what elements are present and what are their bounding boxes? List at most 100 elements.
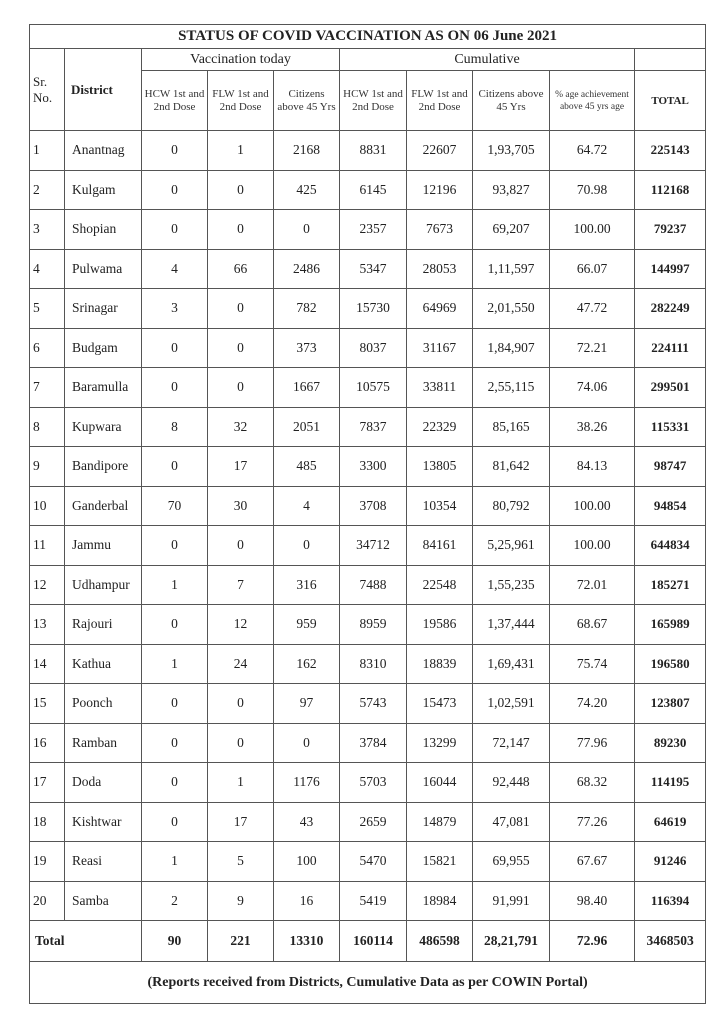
header-blank xyxy=(633,48,707,71)
cell-today-flw: 30 xyxy=(207,485,274,526)
table-title: STATUS OF COVID VACCINATION AS ON 06 Jun… xyxy=(28,24,707,49)
cell-today-hcw: 1 xyxy=(141,841,208,882)
cell-district: Poonch xyxy=(64,683,142,724)
cell-cum-flw: 12196 xyxy=(406,169,473,210)
cell-pct: 100.00 xyxy=(549,525,635,566)
cell-cum-citizens: 2,55,115 xyxy=(472,367,550,408)
cell-cum-citizens: 2,01,550 xyxy=(472,288,550,329)
cell-cum-hcw: 3784 xyxy=(339,722,407,763)
table-row: 3 Shopian 0 0 0 2357 7673 69,207 100.00 79237 xyxy=(29,209,707,250)
header-cumulative: Cumulative xyxy=(339,48,635,71)
cell-cum-citizens: 1,55,235 xyxy=(472,564,550,605)
cell-sr-no: 19 xyxy=(29,841,65,882)
cell-total: 196580 xyxy=(633,643,707,684)
cell-district: Udhampur xyxy=(64,564,142,605)
cell-sr-no: 14 xyxy=(29,643,65,684)
cell-cum-citizens: 69,207 xyxy=(472,209,550,250)
cell-sr-no: 20 xyxy=(29,880,65,921)
cell-sr-no: 11 xyxy=(29,525,65,566)
cell-cum-flw: 31167 xyxy=(406,327,473,368)
cell-today-citizens: 0 xyxy=(273,525,340,566)
cell-today-citizens: 2486 xyxy=(273,248,340,289)
cell-today-hcw: 3 xyxy=(141,288,208,329)
cell-cum-hcw: 5470 xyxy=(339,841,407,882)
header-today-hcw: HCW 1st and 2nd Dose xyxy=(141,70,208,131)
cell-today-hcw: 0 xyxy=(141,446,208,487)
cell-today-citizens: 1667 xyxy=(273,367,340,408)
cell-sr-no: 13 xyxy=(29,604,65,645)
cell-district: Ramban xyxy=(64,722,142,763)
cell-district: Jammu xyxy=(64,525,142,566)
cell-cum-flw: 13299 xyxy=(406,722,473,763)
cell-pct: 98.40 xyxy=(549,880,635,921)
cell-cum-citizens: 85,165 xyxy=(472,406,550,447)
total-cum-hcw: 160114 xyxy=(339,920,407,962)
cell-cum-hcw: 7837 xyxy=(339,406,407,447)
cell-district: Kupwara xyxy=(64,406,142,447)
cell-pct: 66.07 xyxy=(549,248,635,289)
cell-cum-hcw: 5743 xyxy=(339,683,407,724)
cell-total: 299501 xyxy=(633,367,707,408)
cell-sr-no: 17 xyxy=(29,762,65,803)
header-total: TOTAL xyxy=(633,70,707,131)
table-row: 15 Poonch 0 0 97 5743 15473 1,02,591 74.20 123807 xyxy=(29,683,707,724)
cell-pct: 70.98 xyxy=(549,169,635,210)
cell-today-flw: 5 xyxy=(207,841,274,882)
total-row: Total 90 221 13310 160114 486598 28,21,7… xyxy=(29,920,707,962)
cell-district: Rajouri xyxy=(64,604,142,645)
cell-today-flw: 0 xyxy=(207,525,274,566)
cell-today-citizens: 97 xyxy=(273,683,340,724)
header-district: District xyxy=(64,48,142,131)
cell-today-hcw: 0 xyxy=(141,683,208,724)
cell-today-hcw: 0 xyxy=(141,722,208,763)
cell-pct: 38.26 xyxy=(549,406,635,447)
cell-today-flw: 0 xyxy=(207,169,274,210)
cell-pct: 84.13 xyxy=(549,446,635,487)
cell-cum-flw: 16044 xyxy=(406,762,473,803)
cell-district: Doda xyxy=(64,762,142,803)
cell-pct: 77.26 xyxy=(549,801,635,842)
cell-cum-citizens: 72,147 xyxy=(472,722,550,763)
table-row: 5 Srinagar 3 0 782 15730 64969 2,01,550 47.72 282… xyxy=(29,288,707,329)
table-row: 14 Kathua 1 24 162 8310 18839 1,69,431 75.74 1965… xyxy=(29,643,707,684)
cell-cum-hcw: 3300 xyxy=(339,446,407,487)
cell-district: Kathua xyxy=(64,643,142,684)
cell-today-flw: 9 xyxy=(207,880,274,921)
cell-today-citizens: 485 xyxy=(273,446,340,487)
table-row: 19 Reasi 1 5 100 5470 15821 69,955 67.67 91246 xyxy=(29,841,707,882)
cell-today-flw: 0 xyxy=(207,288,274,329)
cell-today-citizens: 4 xyxy=(273,485,340,526)
cell-sr-no: 12 xyxy=(29,564,65,605)
header-cum-hcw: HCW 1st and 2nd Dose xyxy=(339,70,407,131)
table-row: 6 Budgam 0 0 373 8037 31167 1,84,907 72.21 224111 xyxy=(29,327,707,368)
cell-sr-no: 4 xyxy=(29,248,65,289)
cell-sr-no: 2 xyxy=(29,169,65,210)
cell-today-hcw: 1 xyxy=(141,564,208,605)
cell-sr-no: 3 xyxy=(29,209,65,250)
cell-cum-flw: 22607 xyxy=(406,130,473,171)
cell-cum-citizens: 69,955 xyxy=(472,841,550,882)
cell-today-flw: 1 xyxy=(207,130,274,171)
table-row: 2 Kulgam 0 0 425 6145 12196 93,827 70.98 112168 xyxy=(29,169,707,210)
footer-note: (Reports received from Districts, Cumula… xyxy=(28,961,707,1004)
cell-today-flw: 32 xyxy=(207,406,274,447)
cell-cum-citizens: 1,69,431 xyxy=(472,643,550,684)
total-cum-flw: 486598 xyxy=(406,920,473,962)
cell-district: Baramulla xyxy=(64,367,142,408)
cell-today-hcw: 8 xyxy=(141,406,208,447)
cell-cum-flw: 14879 xyxy=(406,801,473,842)
total-pct: 72.96 xyxy=(549,920,635,962)
cell-today-flw: 17 xyxy=(207,801,274,842)
table-row: 11 Jammu 0 0 0 34712 84161 5,25,961 100.00 644834 xyxy=(29,525,707,566)
cell-cum-hcw: 5347 xyxy=(339,248,407,289)
cell-district: Ganderbal xyxy=(64,485,142,526)
cell-today-flw: 66 xyxy=(207,248,274,289)
cell-cum-hcw: 15730 xyxy=(339,288,407,329)
cell-cum-hcw: 34712 xyxy=(339,525,407,566)
table-row: 18 Kishtwar 0 17 43 2659 14879 47,081 77.26 64619 xyxy=(29,801,707,842)
cell-cum-hcw: 2357 xyxy=(339,209,407,250)
cell-pct: 68.32 xyxy=(549,762,635,803)
cell-total: 115331 xyxy=(633,406,707,447)
cell-today-citizens: 0 xyxy=(273,209,340,250)
table-row: 7 Baramulla 0 0 1667 10575 33811 2,55,115 74.06 2… xyxy=(29,367,707,408)
